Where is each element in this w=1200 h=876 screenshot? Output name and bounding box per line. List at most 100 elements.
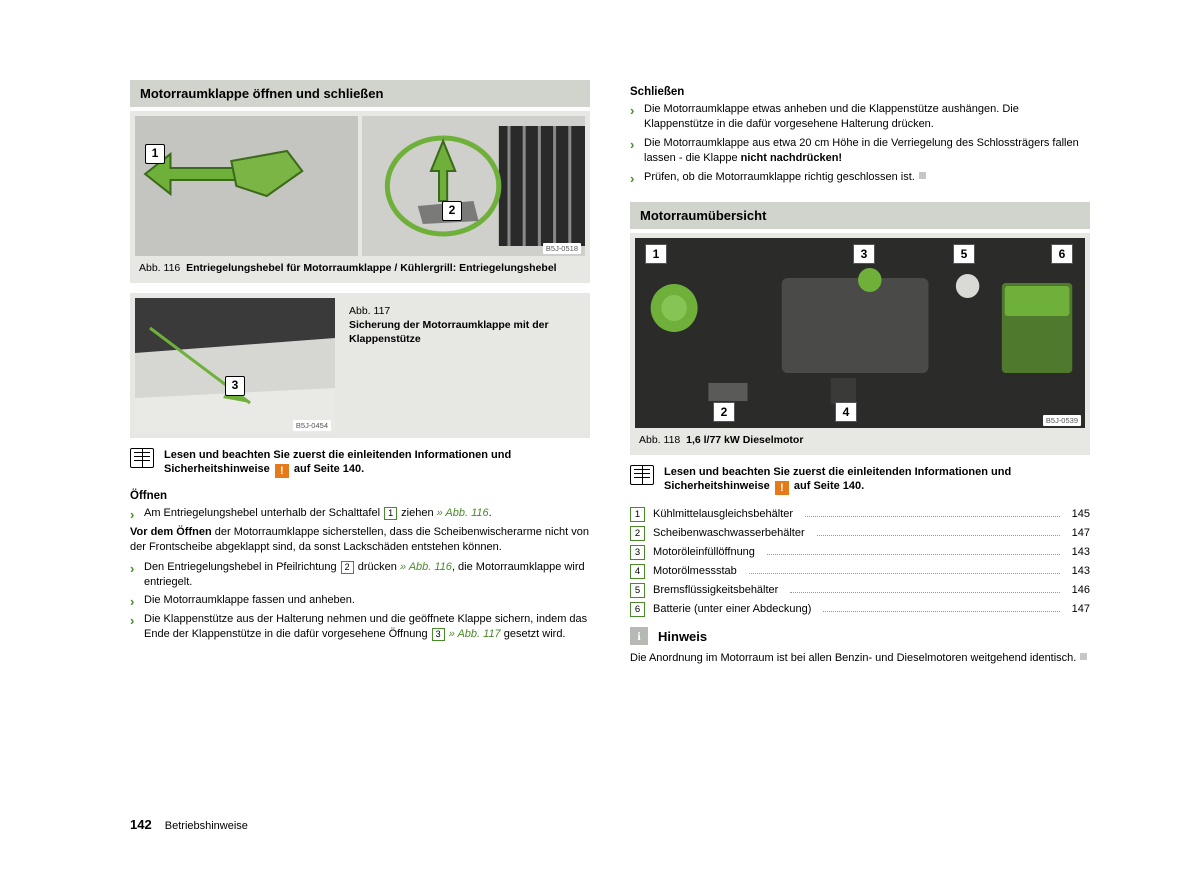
text: Die Motorraumklappe aus etwa 20 cm Höhe …	[644, 137, 1079, 164]
legend-label: Batterie (unter einer Abdeckung)	[653, 603, 811, 615]
legend-item: 2 Scheibenwaschwasserbehälter 147	[630, 526, 1090, 541]
list-item: Die Klappenstütze aus der Halterung nehm…	[130, 612, 590, 643]
figure-117-caption: Abb. 117 Sicherung der Motorraumklappe m…	[345, 298, 585, 433]
legend-page[interactable]: 147	[1072, 603, 1090, 615]
left-column: Motorraumklappe öffnen und schließen 1 2	[130, 80, 590, 671]
read-first-text: Lesen und beachten Sie zuerst die einlei…	[664, 465, 1090, 496]
bold-text: nicht nachdrücken!	[741, 152, 842, 164]
engine-bay-illustration	[635, 238, 1085, 428]
warning-icon: !	[775, 481, 789, 495]
figure-118-image: 1 2 3 4 5 6 B5J-0539	[635, 238, 1085, 428]
legend-page[interactable]: 143	[1072, 565, 1090, 577]
figure-code: B5J-0518	[543, 243, 581, 254]
legend-label: Motorölmessstab	[653, 565, 737, 577]
bold-lead: Vor dem Öffnen	[130, 526, 212, 538]
footer-section: Betriebshinweise	[165, 820, 248, 832]
opening-steps-list: Den Entriegelungshebel in Pfeilrichtung …	[130, 560, 590, 643]
prop-rod-illustration	[135, 298, 335, 433]
page-columns: Motorraumklappe öffnen und schließen 1 2	[130, 80, 1090, 671]
hint-body: Die Anordnung im Motorraum ist bei allen…	[630, 651, 1090, 666]
legend-label: Motoröleinfüllöffnung	[653, 546, 755, 558]
info-icon: i	[630, 627, 648, 645]
read-first-text: Lesen und beachten Sie zuerst die einlei…	[164, 448, 590, 479]
engine-callout-6: 6	[1051, 244, 1073, 264]
leader-dots	[767, 546, 1060, 556]
legend-item: 5Bremsflüssigkeitsbehälter146	[630, 583, 1090, 598]
closing-heading: Schließen	[630, 86, 1090, 98]
figure-116-label: Abb. 116	[139, 262, 180, 274]
end-mark-icon	[1080, 653, 1087, 660]
grille-illustration	[362, 116, 585, 256]
engine-callout-2: 2	[713, 402, 735, 422]
figure-116-right-image: 2 B5J-0518	[362, 116, 585, 256]
notice-post: auf Seite 140.	[791, 480, 864, 492]
callout-2: 2	[442, 201, 462, 221]
text: ziehen	[398, 507, 437, 519]
figure-link[interactable]: » Abb. 116	[400, 561, 452, 573]
before-opening-paragraph: Vor dem Öffnen der Motorraumklappe siche…	[130, 525, 590, 556]
notice-post: auf Seite 140.	[291, 463, 364, 475]
list-item: Die Motorraumklappe aus etwa 20 cm Höhe …	[630, 136, 1090, 167]
legend-label: Scheibenwaschwasserbehälter	[653, 527, 805, 539]
legend-page[interactable]: 147	[1072, 527, 1090, 539]
legend-item: 3 Motoröleinfüllöffnung 143	[630, 545, 1090, 560]
leader-dots	[823, 603, 1059, 613]
figure-code: B5J-0539	[1043, 415, 1081, 426]
legend-num: 4	[630, 564, 645, 579]
legend-page[interactable]: 145	[1072, 508, 1090, 520]
engine-callout-4: 4	[835, 402, 857, 422]
callout-1: 1	[145, 144, 165, 164]
legend-item: 4 Motorölmessstab 143	[630, 564, 1090, 579]
text: Die Anordnung im Motorraum ist bei allen…	[630, 652, 1076, 664]
figure-117-image: 3 B5J-0454	[135, 298, 335, 433]
figure-118: 1 2 3 4 5 6 B5J-0539 Abb. 118 1,6 l/77 k…	[630, 233, 1090, 455]
section-header-engine-overview: Motorraumübersicht	[630, 202, 1090, 229]
figure-link[interactable]: » Abb. 116	[437, 507, 489, 519]
text: gesetzt wird.	[501, 628, 566, 640]
leader-dots	[749, 565, 1060, 575]
legend-label: Kühlmittelausgleichsbehälter	[653, 508, 793, 520]
warning-icon: !	[275, 464, 289, 478]
opening-step-1-list: Am Entriegelungshebel unterhalb der Scha…	[130, 506, 590, 521]
leader-dots	[805, 508, 1060, 518]
read-first-notice-right: Lesen und beachten Sie zuerst die einlei…	[630, 465, 1090, 496]
closing-steps-list: Die Motorraumklappe etwas anheben und di…	[630, 102, 1090, 185]
page-footer: 142 Betriebshinweise	[130, 817, 248, 832]
figure-link[interactable]: » Abb. 117	[449, 628, 501, 640]
figure-116: 1 2	[130, 111, 590, 283]
legend-num: 2	[630, 526, 645, 541]
engine-callout-3: 3	[853, 244, 875, 264]
text: .	[489, 507, 492, 519]
figure-118-label: Abb. 118	[639, 434, 680, 446]
list-item: Prüfen, ob die Motorraumklappe richtig g…	[630, 170, 1090, 185]
leader-dots	[817, 527, 1060, 537]
leader-dots	[790, 584, 1059, 594]
text: drücken	[355, 561, 400, 573]
inline-ref-2: 2	[341, 561, 354, 574]
hint-heading-row: i Hinweis	[630, 627, 1090, 645]
figure-117-label: Abb. 117	[349, 305, 390, 317]
list-item: Den Entriegelungshebel in Pfeilrichtung …	[130, 560, 590, 591]
text: Am Entriegelungshebel unterhalb der Scha…	[144, 507, 383, 519]
text: Den Entriegelungshebel in Pfeilrichtung	[144, 561, 340, 573]
legend-num: 1	[630, 507, 645, 522]
list-item: Die Motorraumklappe fassen und anheben.	[130, 593, 590, 608]
callout-3: 3	[225, 376, 245, 396]
figure-118-caption-text: 1,6 l/77 kW Dieselmotor	[686, 434, 803, 446]
inline-ref-3: 3	[432, 628, 445, 641]
figure-116-caption: Abb. 116 Entriegelungshebel für Motorrau…	[135, 256, 585, 278]
end-mark-icon	[919, 172, 926, 179]
text: Prüfen, ob die Motorraumklappe richtig g…	[644, 171, 915, 183]
figure-code: B5J-0454	[293, 420, 331, 431]
legend-num: 3	[630, 545, 645, 560]
right-column: Schließen Die Motorraumklappe etwas anhe…	[630, 80, 1090, 671]
legend-page[interactable]: 143	[1072, 546, 1090, 558]
engine-legend-list: 1 Kühlmittelausgleichsbehälter 145 2 Scheib…	[630, 507, 1090, 617]
read-first-notice-left: Lesen und beachten Sie zuerst die einlei…	[130, 448, 590, 479]
engine-callout-1: 1	[645, 244, 667, 264]
list-item: Am Entriegelungshebel unterhalb der Scha…	[130, 506, 590, 521]
opening-heading: Öffnen	[130, 490, 590, 502]
legend-num: 5	[630, 583, 645, 598]
hint-title: Hinweis	[658, 629, 707, 644]
legend-page[interactable]: 146	[1072, 584, 1090, 596]
